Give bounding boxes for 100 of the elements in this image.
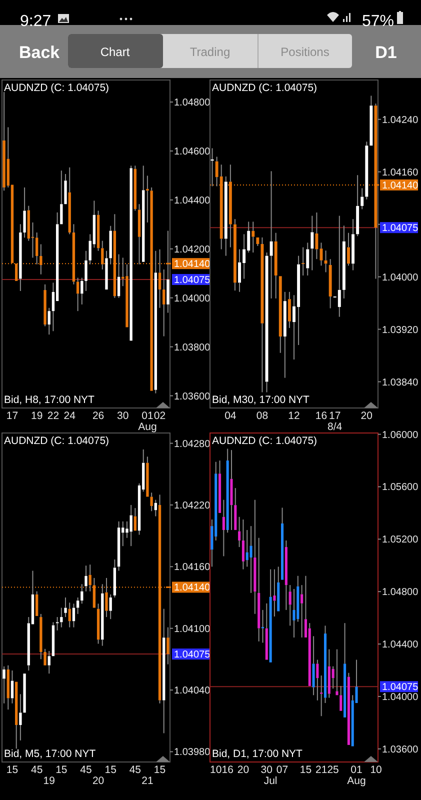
candlestick xyxy=(146,175,149,223)
candlestick xyxy=(328,648,330,698)
y-tick-label: 1.04280 xyxy=(174,438,211,450)
y-tick-label: 1.03800 xyxy=(174,342,211,354)
candlestick xyxy=(230,450,233,530)
candlestick xyxy=(76,597,80,614)
y-tick-label: 1.04800 xyxy=(174,98,211,109)
y-tick-label: 1.04600 xyxy=(174,146,211,158)
candlestick xyxy=(265,602,268,660)
ref-line-label: 1.04075 xyxy=(174,650,211,661)
candlestick xyxy=(347,232,350,266)
x-tick-label: 24 xyxy=(64,410,76,422)
candlestick xyxy=(222,499,225,557)
candlestick xyxy=(142,165,145,262)
y-tick-label: 1.05600 xyxy=(382,482,419,494)
ref-line-label: 1.04140 xyxy=(382,180,419,192)
candlestick xyxy=(254,499,256,614)
x-tick-label: 45 xyxy=(30,764,43,776)
chart-title: AUDNZD (C: 1.04075) xyxy=(212,82,318,94)
text: Back xyxy=(19,43,60,62)
text: Bid, M5, 17:00 NYT xyxy=(4,748,96,760)
candlestick xyxy=(109,594,112,620)
chart-title: AUDNZD (C: 1.04075) xyxy=(4,82,110,94)
candlestick xyxy=(64,597,67,618)
candlestick xyxy=(336,648,338,696)
x-tick-label: 30 xyxy=(117,410,129,422)
candlestick xyxy=(126,264,128,328)
y-tick-label: 1.05200 xyxy=(382,534,419,546)
candlestick xyxy=(234,488,237,530)
y-tick-label: 1.04160 xyxy=(382,167,419,178)
candlestick xyxy=(320,674,323,717)
candlestick xyxy=(48,650,50,674)
candlestick xyxy=(296,575,300,622)
x-tick-label: 45 xyxy=(129,764,142,776)
y-tick-label: 1.04000 xyxy=(174,293,211,304)
candlestick xyxy=(19,694,22,741)
ref-line-label: 1.04140 xyxy=(174,582,211,594)
y-tick-label: 1.04400 xyxy=(382,640,419,651)
candlestick xyxy=(60,170,63,224)
y-tick-label: 1.04160 xyxy=(174,562,211,574)
candlestick xyxy=(312,636,315,696)
y-tick-label: 1.06000 xyxy=(382,430,419,441)
candlestick xyxy=(130,504,132,547)
candlestick xyxy=(233,218,236,292)
candlestick xyxy=(96,603,100,644)
x-tick-label: 20 xyxy=(92,775,104,787)
candlestick xyxy=(113,558,116,598)
text: D1 xyxy=(375,43,397,62)
candlestick xyxy=(80,277,84,305)
candlestick xyxy=(105,250,108,290)
candlestick xyxy=(60,607,63,628)
chart-title: AUDNZD (C: 1.04075) xyxy=(4,435,110,447)
candlestick xyxy=(270,170,273,299)
x-tick-label: 12 xyxy=(288,410,300,422)
candlestick xyxy=(324,625,327,704)
candlestick xyxy=(306,242,310,276)
x-tick-label: 21 xyxy=(316,764,328,776)
x-tick-label: 01 Aug xyxy=(347,764,366,787)
candlestick xyxy=(68,602,71,628)
x-tick-label: 15 xyxy=(6,764,18,776)
x-tick-label: 20 xyxy=(360,410,373,422)
x-tick-label: 30 xyxy=(260,764,273,776)
text: Chart xyxy=(100,45,130,59)
candlestick xyxy=(23,186,26,238)
x-tick-label: 07 xyxy=(276,764,288,776)
text: 57% xyxy=(362,13,394,30)
candlestick xyxy=(109,225,112,265)
x-tick-label: 08 xyxy=(256,410,268,422)
candlestick xyxy=(310,215,314,271)
candlestick xyxy=(218,460,222,513)
y-tick-label: 1.03980 xyxy=(174,747,211,758)
x-tick-label: 10 xyxy=(370,764,382,776)
x-tick-label: 17 8/4 xyxy=(328,410,342,433)
y-tick-label: 1.04800 xyxy=(382,587,419,598)
candlestick xyxy=(40,613,42,660)
candlestick xyxy=(261,609,264,644)
candlestick xyxy=(52,622,55,656)
candlestick xyxy=(278,276,282,354)
candlestick xyxy=(134,508,136,531)
x-tick-label: 21 xyxy=(142,775,154,787)
candlestick xyxy=(64,173,67,204)
text: Bid, H8, 17:00 NYT xyxy=(4,394,96,406)
ref-line-label: 1.04075 xyxy=(382,223,419,234)
y-tick-label: 1.04240 xyxy=(382,114,419,126)
candlestick xyxy=(365,141,368,200)
candlestick xyxy=(19,224,22,292)
x-tick-label: 16 xyxy=(315,410,328,422)
candlestick xyxy=(269,568,272,662)
candlestick xyxy=(274,232,278,299)
x-tick-label: 02 xyxy=(154,410,166,422)
candlestick xyxy=(284,540,288,610)
candlestick xyxy=(84,250,88,292)
x-tick-label: 15 xyxy=(104,764,117,776)
candlestick xyxy=(162,268,166,337)
y-tick-label: 1.03600 xyxy=(174,391,211,402)
x-tick-label: 19 xyxy=(30,410,43,422)
y-tick-label: 1.04200 xyxy=(174,244,211,256)
candlestick xyxy=(162,608,166,734)
x-tick-label: 26 xyxy=(92,410,104,422)
x-tick-label: 25 xyxy=(327,764,340,776)
